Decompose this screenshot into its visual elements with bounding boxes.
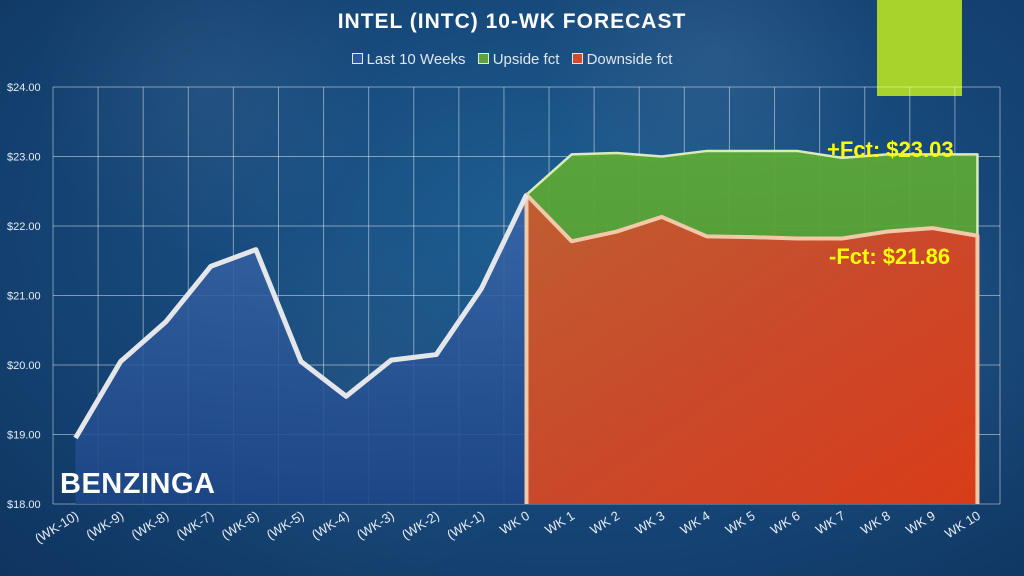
x-tick-label: (WK-3) [354, 508, 397, 543]
downside-forecast-label: -Fct: $21.86 [829, 244, 951, 269]
series-area-downside [526, 194, 978, 504]
x-tick-label: (WK-6) [219, 508, 262, 543]
x-tick-label: (WK-2) [399, 508, 442, 543]
x-tick-label: WK 5 [723, 508, 758, 538]
chart-title: INTEL (INTC) 10-WK FORECAST [337, 10, 687, 33]
y-tick-label: $21.00 [7, 291, 41, 303]
upside-forecast-label: +Fct: $23.03 [827, 137, 954, 162]
series-line-upside [525, 149, 979, 504]
legend-swatch [477, 53, 489, 64]
x-tick-label: (WK-8) [128, 508, 171, 543]
legend-item-last-10-weeks: Last 10 Weeks [351, 51, 466, 68]
series-line-downside [524, 192, 980, 504]
legend-item-upside: Upside fct [477, 51, 560, 68]
y-tick-label: $18.00 [7, 499, 41, 511]
x-tick-label: (WK-10) [32, 508, 81, 546]
legend: Last 10 Weeks Upside fct Downside fct [0, 51, 1024, 68]
x-tick-label: WK 1 [542, 508, 577, 538]
x-tick-label: WK 10 [942, 508, 983, 541]
y-tick-label: $23.00 [7, 152, 41, 164]
legend-label: Downside fct [586, 51, 673, 68]
series-area-last-10-weeks [75, 194, 527, 504]
x-tick-label: WK 0 [497, 508, 532, 538]
legend-item-downside: Downside fct [571, 51, 673, 68]
x-tick-label: (WK-1) [444, 508, 487, 543]
x-tick-label: (WK-9) [83, 508, 126, 543]
series-line-last-10-weeks [73, 193, 529, 440]
x-tick-label: WK 4 [678, 508, 713, 538]
x-tick-label: WK 8 [858, 508, 893, 538]
accent-bar [877, 0, 962, 96]
x-tick-label: WK 3 [632, 508, 667, 538]
x-tick-label: WK 2 [587, 508, 622, 538]
legend-swatch [571, 53, 583, 64]
x-tick-label: (WK-4) [309, 508, 352, 543]
x-tick-label: (WK-5) [264, 508, 307, 543]
y-tick-label: $22.00 [7, 221, 41, 233]
y-tick-label: $24.00 [7, 82, 41, 94]
x-tick-label: WK 9 [903, 508, 938, 538]
y-tick-label: $20.00 [7, 360, 41, 372]
legend-label: Last 10 Weeks [366, 51, 466, 68]
legend-label: Upside fct [492, 51, 560, 68]
y-tick-label: $19.00 [7, 430, 41, 442]
benzinga-logo: BENZINGA [60, 468, 216, 500]
legend-swatch [351, 53, 363, 64]
x-tick-label: WK 6 [768, 508, 803, 538]
x-tick-label: (WK-7) [174, 508, 217, 543]
x-tick-label: WK 7 [813, 508, 848, 538]
